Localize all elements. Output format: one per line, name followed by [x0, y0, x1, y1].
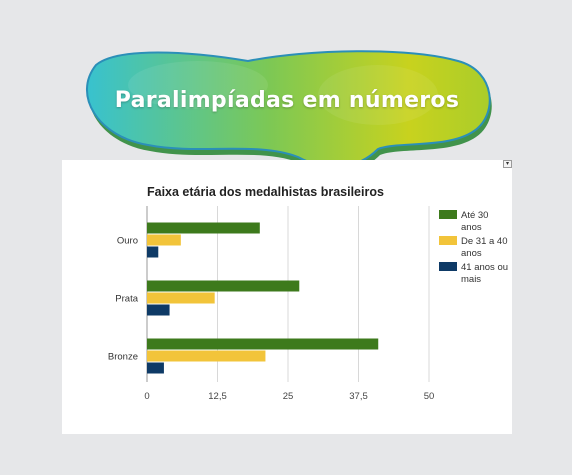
bar — [147, 280, 300, 292]
x-tick-label: 12,5 — [208, 391, 227, 402]
legend-swatch — [439, 262, 457, 271]
bar — [147, 222, 260, 234]
x-tick-label: 50 — [424, 391, 435, 402]
banner-shape — [85, 50, 492, 173]
legend-swatch — [439, 210, 457, 219]
bar — [147, 362, 164, 374]
x-tick-label: 0 — [144, 391, 149, 402]
banner-title: Paralimpíadas em números — [114, 88, 460, 113]
bar — [147, 246, 159, 258]
legend-label: Até 30 anos — [461, 210, 488, 233]
category-label: Prata — [115, 294, 138, 305]
chart-menu-button[interactable]: ▾ — [503, 160, 512, 168]
legend-label: De 31 a 40 anos — [461, 236, 507, 259]
legend-swatch — [439, 236, 457, 245]
bar — [147, 350, 266, 362]
x-tick-label: 37,5 — [349, 391, 368, 402]
chart-title: Faixa etária dos medalhistas brasileiros — [147, 185, 384, 199]
bar — [147, 234, 181, 246]
bar — [147, 338, 379, 350]
category-label: Bronze — [108, 352, 138, 363]
category-label: Ouro — [117, 236, 138, 247]
bar — [147, 304, 170, 316]
x-tick-label: 25 — [283, 391, 294, 402]
chart-card — [62, 160, 512, 434]
bar — [147, 292, 215, 304]
legend-label: 41 anos ou mais — [461, 262, 508, 285]
